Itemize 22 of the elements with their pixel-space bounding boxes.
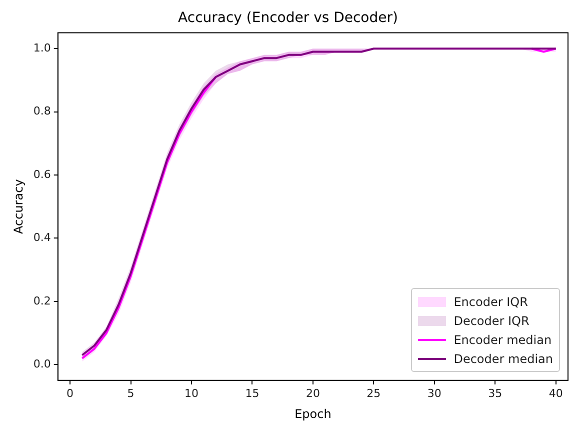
x-axis-title: Epoch [294, 406, 332, 421]
y-tick-label: 0.2 [33, 294, 51, 308]
x-tick-label: 5 [127, 386, 134, 400]
y-tick-label: 0.8 [33, 104, 51, 118]
x-tick-label: 15 [245, 386, 260, 400]
y-tick-label: 0.4 [33, 231, 51, 244]
x-tick-label: 25 [366, 386, 381, 400]
x-tick-label: 30 [427, 386, 442, 400]
y-tick-label: 0.0 [33, 357, 51, 370]
x-tick-label: 20 [306, 386, 320, 400]
legend-label: Decoder median [454, 352, 553, 366]
y-tick-label: 1.0 [33, 41, 51, 54]
y-tick-label: 0.6 [33, 168, 51, 181]
x-tick-label: 10 [184, 386, 198, 400]
x-tick-label: 35 [488, 386, 502, 400]
y-axis-title: Accuracy [11, 179, 26, 234]
legend-label: Encoder median [454, 332, 552, 347]
x-tick-label: 40 [548, 386, 563, 400]
x-tick-label: 0 [66, 386, 74, 400]
annotation: Decoder IQR [454, 314, 530, 328]
annotation: Encoder IQR [454, 294, 528, 309]
chart-title: Accuracy (Encoder vs Decoder) [178, 10, 398, 26]
